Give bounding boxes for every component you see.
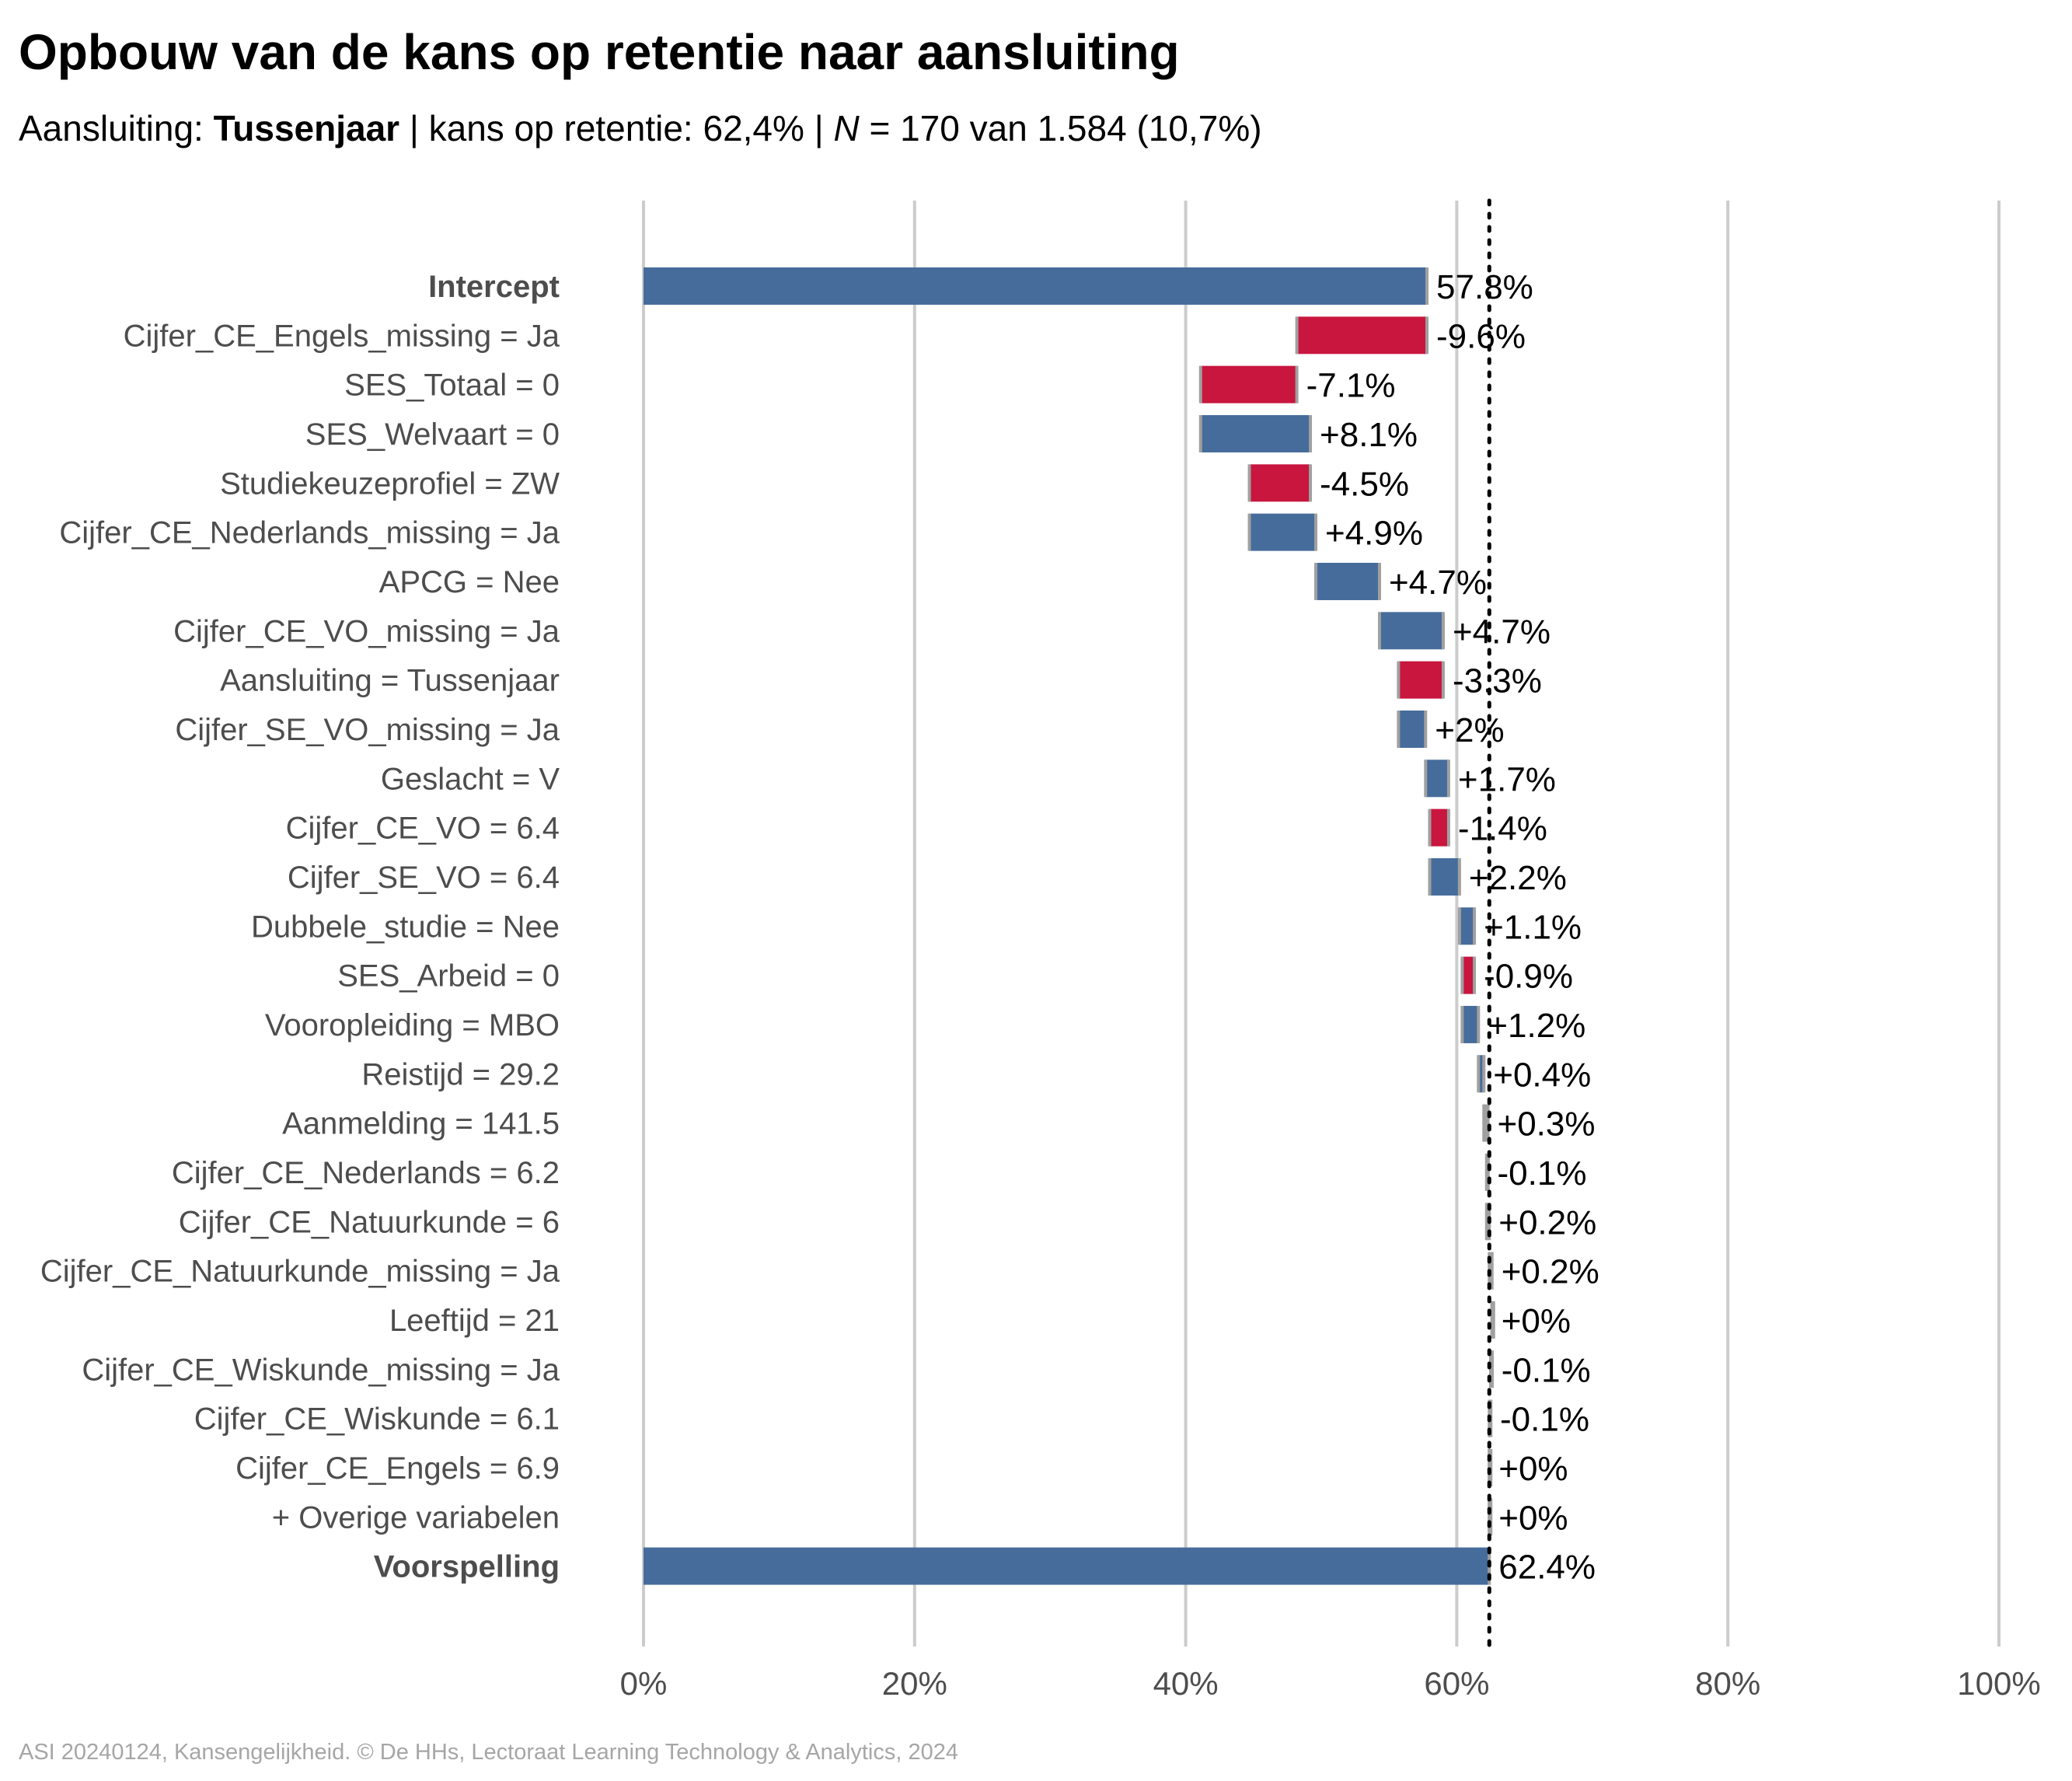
value-label: +0.2% <box>1498 1203 1596 1241</box>
bar <box>644 1547 1490 1585</box>
value-labels: 57.8% -9.6% -7.1% +8.1% -4.5% +4.9% +4.7% +4.7%… <box>1306 268 1599 1587</box>
value-label: -4.5% <box>1320 465 1409 503</box>
value-label: -3.3% <box>1453 662 1542 700</box>
category-label: Aanmelding = 141.5 <box>282 1107 560 1141</box>
category-label: Vooropleiding = MBO <box>265 1008 560 1042</box>
value-label: +0% <box>1502 1302 1571 1340</box>
value-label: +2% <box>1435 711 1504 749</box>
bar <box>1429 857 1460 896</box>
category-label: + Overige variabelen <box>272 1500 560 1535</box>
category-label: Cijfer_CE_Natuurkunde_missing = Ja <box>40 1255 560 1289</box>
category-label: Cijfer_CE_Engels_missing = Ja <box>124 319 560 353</box>
bar <box>1478 1055 1484 1093</box>
value-label: +1.1% <box>1484 908 1582 946</box>
bar <box>1459 907 1475 945</box>
value-label: -7.1% <box>1306 367 1396 405</box>
subtitle-group: Tussenjaar <box>213 108 400 148</box>
bar <box>1462 1005 1479 1043</box>
x-tick-label: 60% <box>1424 1665 1489 1702</box>
value-label: -0.1% <box>1500 1401 1589 1439</box>
category-label: Cijfer_CE_Wiskunde = 6.1 <box>194 1402 560 1437</box>
chart-subtitle: Aansluiting: Tussenjaar | kans op retent… <box>19 107 1262 149</box>
value-label: +1.2% <box>1488 1007 1585 1045</box>
value-label: +2.2% <box>1469 859 1567 897</box>
bar <box>1249 464 1311 502</box>
value-label: -0.1% <box>1502 1351 1591 1389</box>
category-label: Leeftijd = 21 <box>389 1304 560 1338</box>
bar <box>1429 808 1449 847</box>
category-label: Cijfer_CE_Engels = 6.9 <box>235 1451 560 1486</box>
value-label: +0.3% <box>1498 1105 1596 1144</box>
bar <box>1425 760 1449 798</box>
subtitle-label: Aansluiting: <box>19 108 204 148</box>
x-tick-label: 80% <box>1695 1665 1760 1702</box>
waterfall-chart: Intercept Cijfer_CE_Engels_missing = Ja SE… <box>40 198 2041 1702</box>
value-label: 62.4% <box>1498 1549 1596 1587</box>
value-label: 57.8% <box>1436 268 1533 306</box>
caption: ASI 20240124, Kansengelijkheid. © De HHs… <box>19 1740 958 1765</box>
chart-title: Opbouw van de kans op retentie naar aans… <box>19 24 1180 80</box>
value-label: +8.1% <box>1320 416 1418 454</box>
x-axis-ticks: 0% 20% 40% 60% 80% 100% <box>620 1665 2041 1702</box>
category-label: SES_Arbeid = 0 <box>337 959 560 994</box>
value-label: +0.4% <box>1493 1056 1591 1094</box>
bar <box>1249 513 1317 551</box>
subtitle-n-symbol: N <box>833 108 860 148</box>
category-label: Voorspelling <box>374 1550 560 1584</box>
value-label: +4.7% <box>1389 564 1487 602</box>
value-label: +0% <box>1498 1450 1568 1488</box>
bar <box>644 267 1428 305</box>
category-label: Cijfer_CE_Wiskunde_missing = Ja <box>82 1353 560 1387</box>
subtitle-n-text: = 170 van 1.584 (10,7%) <box>869 108 1262 148</box>
category-label: Cijfer_SE_VO_missing = Ja <box>175 713 560 747</box>
value-label: +4.7% <box>1453 613 1551 651</box>
bar <box>1379 612 1443 650</box>
bar <box>1398 710 1426 748</box>
category-label: Aansluiting = Tussenjaar <box>220 664 560 698</box>
category-label: Cijfer_CE_Nederlands_missing = Ja <box>59 516 560 550</box>
value-label: -0.1% <box>1498 1154 1587 1193</box>
category-label: Dubbele_studie = Nee <box>251 910 560 944</box>
bar <box>1398 661 1443 699</box>
subtitle-probability: | kans op retentie: 62,4% | <box>409 108 824 148</box>
x-tick-label: 40% <box>1153 1665 1219 1702</box>
value-label: +0% <box>1498 1499 1568 1537</box>
category-label: SES_Totaal = 0 <box>344 368 560 403</box>
x-tick-label: 20% <box>882 1665 947 1702</box>
bar <box>1462 956 1475 994</box>
category-label: Reistijd = 29.2 <box>361 1057 560 1091</box>
value-label: +1.7% <box>1458 760 1556 798</box>
value-label: +4.9% <box>1325 515 1423 553</box>
bar <box>1296 316 1428 354</box>
category-labels: Intercept Cijfer_CE_Engels_missing = Ja SE… <box>40 270 560 1584</box>
x-tick-label: 100% <box>1957 1665 2040 1702</box>
category-label: Cijfer_CE_Natuurkunde = 6 <box>179 1205 560 1239</box>
category-label: Cijfer_SE_VO = 6.4 <box>288 861 560 895</box>
category-label: Geslacht = V <box>381 762 560 796</box>
bar <box>1200 365 1297 403</box>
gridlines <box>642 201 2000 1647</box>
bar <box>1484 1104 1488 1142</box>
category-label: SES_Welvaart = 0 <box>305 417 560 452</box>
category-label: Intercept <box>428 270 560 304</box>
value-label: +0.2% <box>1502 1253 1599 1291</box>
value-label: -0.9% <box>1484 958 1573 996</box>
category-label: Cijfer_CE_VO = 6.4 <box>286 812 560 846</box>
value-label: -1.4% <box>1458 810 1547 848</box>
category-label: Cijfer_CE_Nederlands = 6.2 <box>172 1156 560 1190</box>
value-label: -9.6% <box>1436 317 1526 355</box>
x-tick-label: 0% <box>620 1665 668 1702</box>
category-label: Studiekeuzeprofiel = ZW <box>220 466 560 501</box>
category-label: APCG = Nee <box>379 565 560 599</box>
bar <box>1200 414 1311 452</box>
bar <box>1316 562 1380 600</box>
category-label: Cijfer_CE_VO_missing = Ja <box>173 614 560 648</box>
